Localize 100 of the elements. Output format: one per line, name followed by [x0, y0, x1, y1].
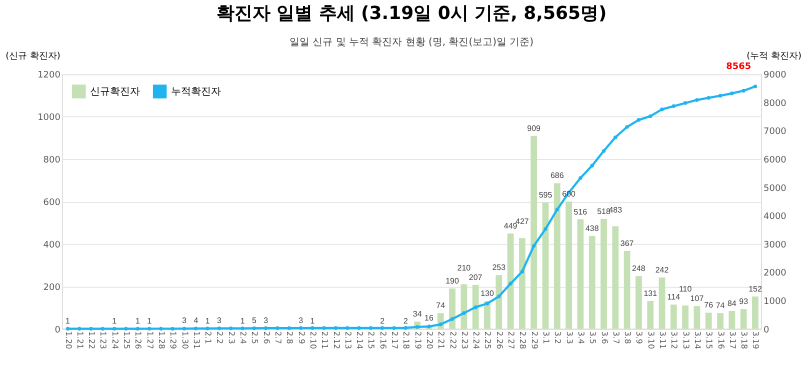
- data-label: 518: [597, 206, 611, 216]
- x-tick-label: 2.11: [320, 331, 330, 350]
- x-tick-label: 2.13: [343, 331, 352, 350]
- x-tick-label: 3.17: [728, 331, 737, 350]
- x-tick-label: 3.14: [692, 331, 702, 350]
- data-label: 253: [492, 263, 506, 272]
- data-label: 152: [748, 284, 762, 294]
- y-tick-label: 800: [43, 156, 61, 166]
- x-tick-label: 3.4: [576, 331, 586, 344]
- data-label: 1: [310, 316, 316, 326]
- x-tick-label: 3.3: [564, 331, 574, 344]
- data-label: 74: [716, 301, 726, 310]
- y2-tick-label: 1000: [764, 297, 787, 308]
- data-label: 3: [298, 316, 304, 326]
- data-label: 516: [574, 207, 588, 216]
- data-label: 242: [655, 265, 670, 274]
- x-tick-label: 2.29: [530, 331, 539, 350]
- data-label: 110: [678, 284, 692, 294]
- data-label: 4: [194, 316, 199, 325]
- x-tick-label: 2.9: [296, 331, 306, 344]
- x-tick-label: 2.25: [483, 331, 492, 350]
- data-label: 190: [446, 276, 460, 286]
- x-tick-label: 2.20: [424, 331, 434, 350]
- x-tick-label: 2.15: [366, 331, 376, 350]
- data-label: 686: [550, 171, 564, 180]
- x-tick-label: 3.16: [716, 331, 726, 350]
- legend-label: 신규확진자: [90, 86, 140, 98]
- data-label: 3: [217, 316, 222, 326]
- y-tick-label: 0: [54, 325, 61, 336]
- x-tick-label: 2.14: [355, 331, 364, 350]
- data-label: 3: [182, 316, 188, 326]
- x-tick-label: 2.6: [262, 331, 271, 344]
- x-tick-label: 2.7: [273, 331, 282, 344]
- y2-tick-label: 4000: [764, 212, 787, 222]
- y-tick-label: 400: [43, 240, 61, 250]
- data-label: 1: [135, 316, 140, 326]
- x-tick-label: 2.1: [204, 331, 213, 344]
- x-tick-label: 2.8: [285, 331, 294, 344]
- y-tick-label: 200: [43, 282, 61, 293]
- data-label: 3: [264, 316, 269, 326]
- x-tick-label: 3.8: [623, 331, 632, 344]
- x-tick-label: 1.27: [145, 331, 154, 350]
- data-label: 1: [240, 316, 246, 326]
- x-tick-label: 2.18: [402, 331, 411, 350]
- x-tick-label: 3.15: [704, 331, 714, 350]
- data-label: 5: [252, 316, 257, 325]
- x-tick-label: 2.23: [460, 331, 469, 350]
- x-tick-label: 3.18: [740, 331, 749, 350]
- x-tick-label: 2.28: [518, 331, 528, 350]
- x-tick-label: 1.30: [180, 331, 190, 350]
- data-label: 210: [457, 263, 472, 272]
- y2-tick-label: 7000: [764, 127, 787, 138]
- x-tick-label: 2.12: [332, 331, 341, 350]
- x-tick-label: 3.6: [600, 331, 609, 344]
- data-label: 131: [644, 289, 658, 298]
- x-tick-label: 3.7: [611, 331, 620, 344]
- data-label: 248: [632, 264, 646, 274]
- data-label: 130: [480, 289, 494, 298]
- x-tick-label: 1.23: [98, 331, 108, 350]
- data-label: 16: [424, 313, 434, 322]
- x-tick-label: 2.27: [506, 331, 516, 350]
- y2-tick-label: 5000: [764, 184, 787, 194]
- x-tick-label: 2.10: [308, 331, 318, 350]
- text: 8565: [726, 62, 752, 72]
- y2-tick-label: 3000: [764, 240, 787, 250]
- x-tick-label: 2.21: [436, 331, 446, 350]
- x-tick-label: 3.11: [658, 331, 668, 350]
- y2-tick-label: 6000: [764, 156, 787, 166]
- data-label: 1: [147, 316, 152, 326]
- x-tick-label: 3.9: [634, 331, 644, 344]
- x-tick-label: 1.21: [75, 331, 84, 350]
- data-label: 34: [412, 310, 422, 319]
- data-label: 2: [403, 316, 408, 326]
- x-tick-label: 3.2: [553, 331, 562, 344]
- x-tick-label: 2.2: [215, 331, 224, 344]
- x-tick-label: 2.26: [494, 331, 504, 350]
- x-tick-label: 3.13: [681, 331, 690, 350]
- data-label: 2: [380, 316, 386, 326]
- x-tick-label: 3.5: [588, 331, 598, 344]
- x-tick-label: 1.29: [168, 331, 178, 350]
- x-tick-label: 2.19: [413, 331, 422, 350]
- y2-axis-title: (누적 확진자): [746, 52, 802, 62]
- x-tick-label: 1.22: [87, 331, 96, 350]
- data-label: 595: [538, 190, 553, 200]
- data-label: 483: [608, 205, 623, 214]
- x-tick-label: 2.22: [448, 331, 458, 350]
- y-tick-label: 1200: [38, 70, 61, 81]
- chart-title: 확진자 일별 추세 (3.19일 0시 기준, 8,565명): [216, 3, 607, 24]
- y2-tick-label: 8000: [764, 98, 787, 109]
- data-label: 74: [436, 301, 446, 310]
- y2-tick-label: 2000: [764, 268, 787, 279]
- data-label: 449: [504, 222, 518, 231]
- data-label: 76: [704, 300, 714, 310]
- x-tick-label: 1.25: [122, 331, 132, 350]
- data-label: 1: [66, 316, 71, 326]
- x-tick-label: 3.19: [751, 331, 760, 350]
- x-tick-label: 2.16: [378, 331, 388, 350]
- x-tick-label: 2.17: [390, 331, 400, 350]
- chart-subtitle: 일일 신규 및 누적 확진자 현황 (명, 확진(보고)일 기준): [289, 37, 534, 48]
- data-label: 909: [527, 124, 542, 133]
